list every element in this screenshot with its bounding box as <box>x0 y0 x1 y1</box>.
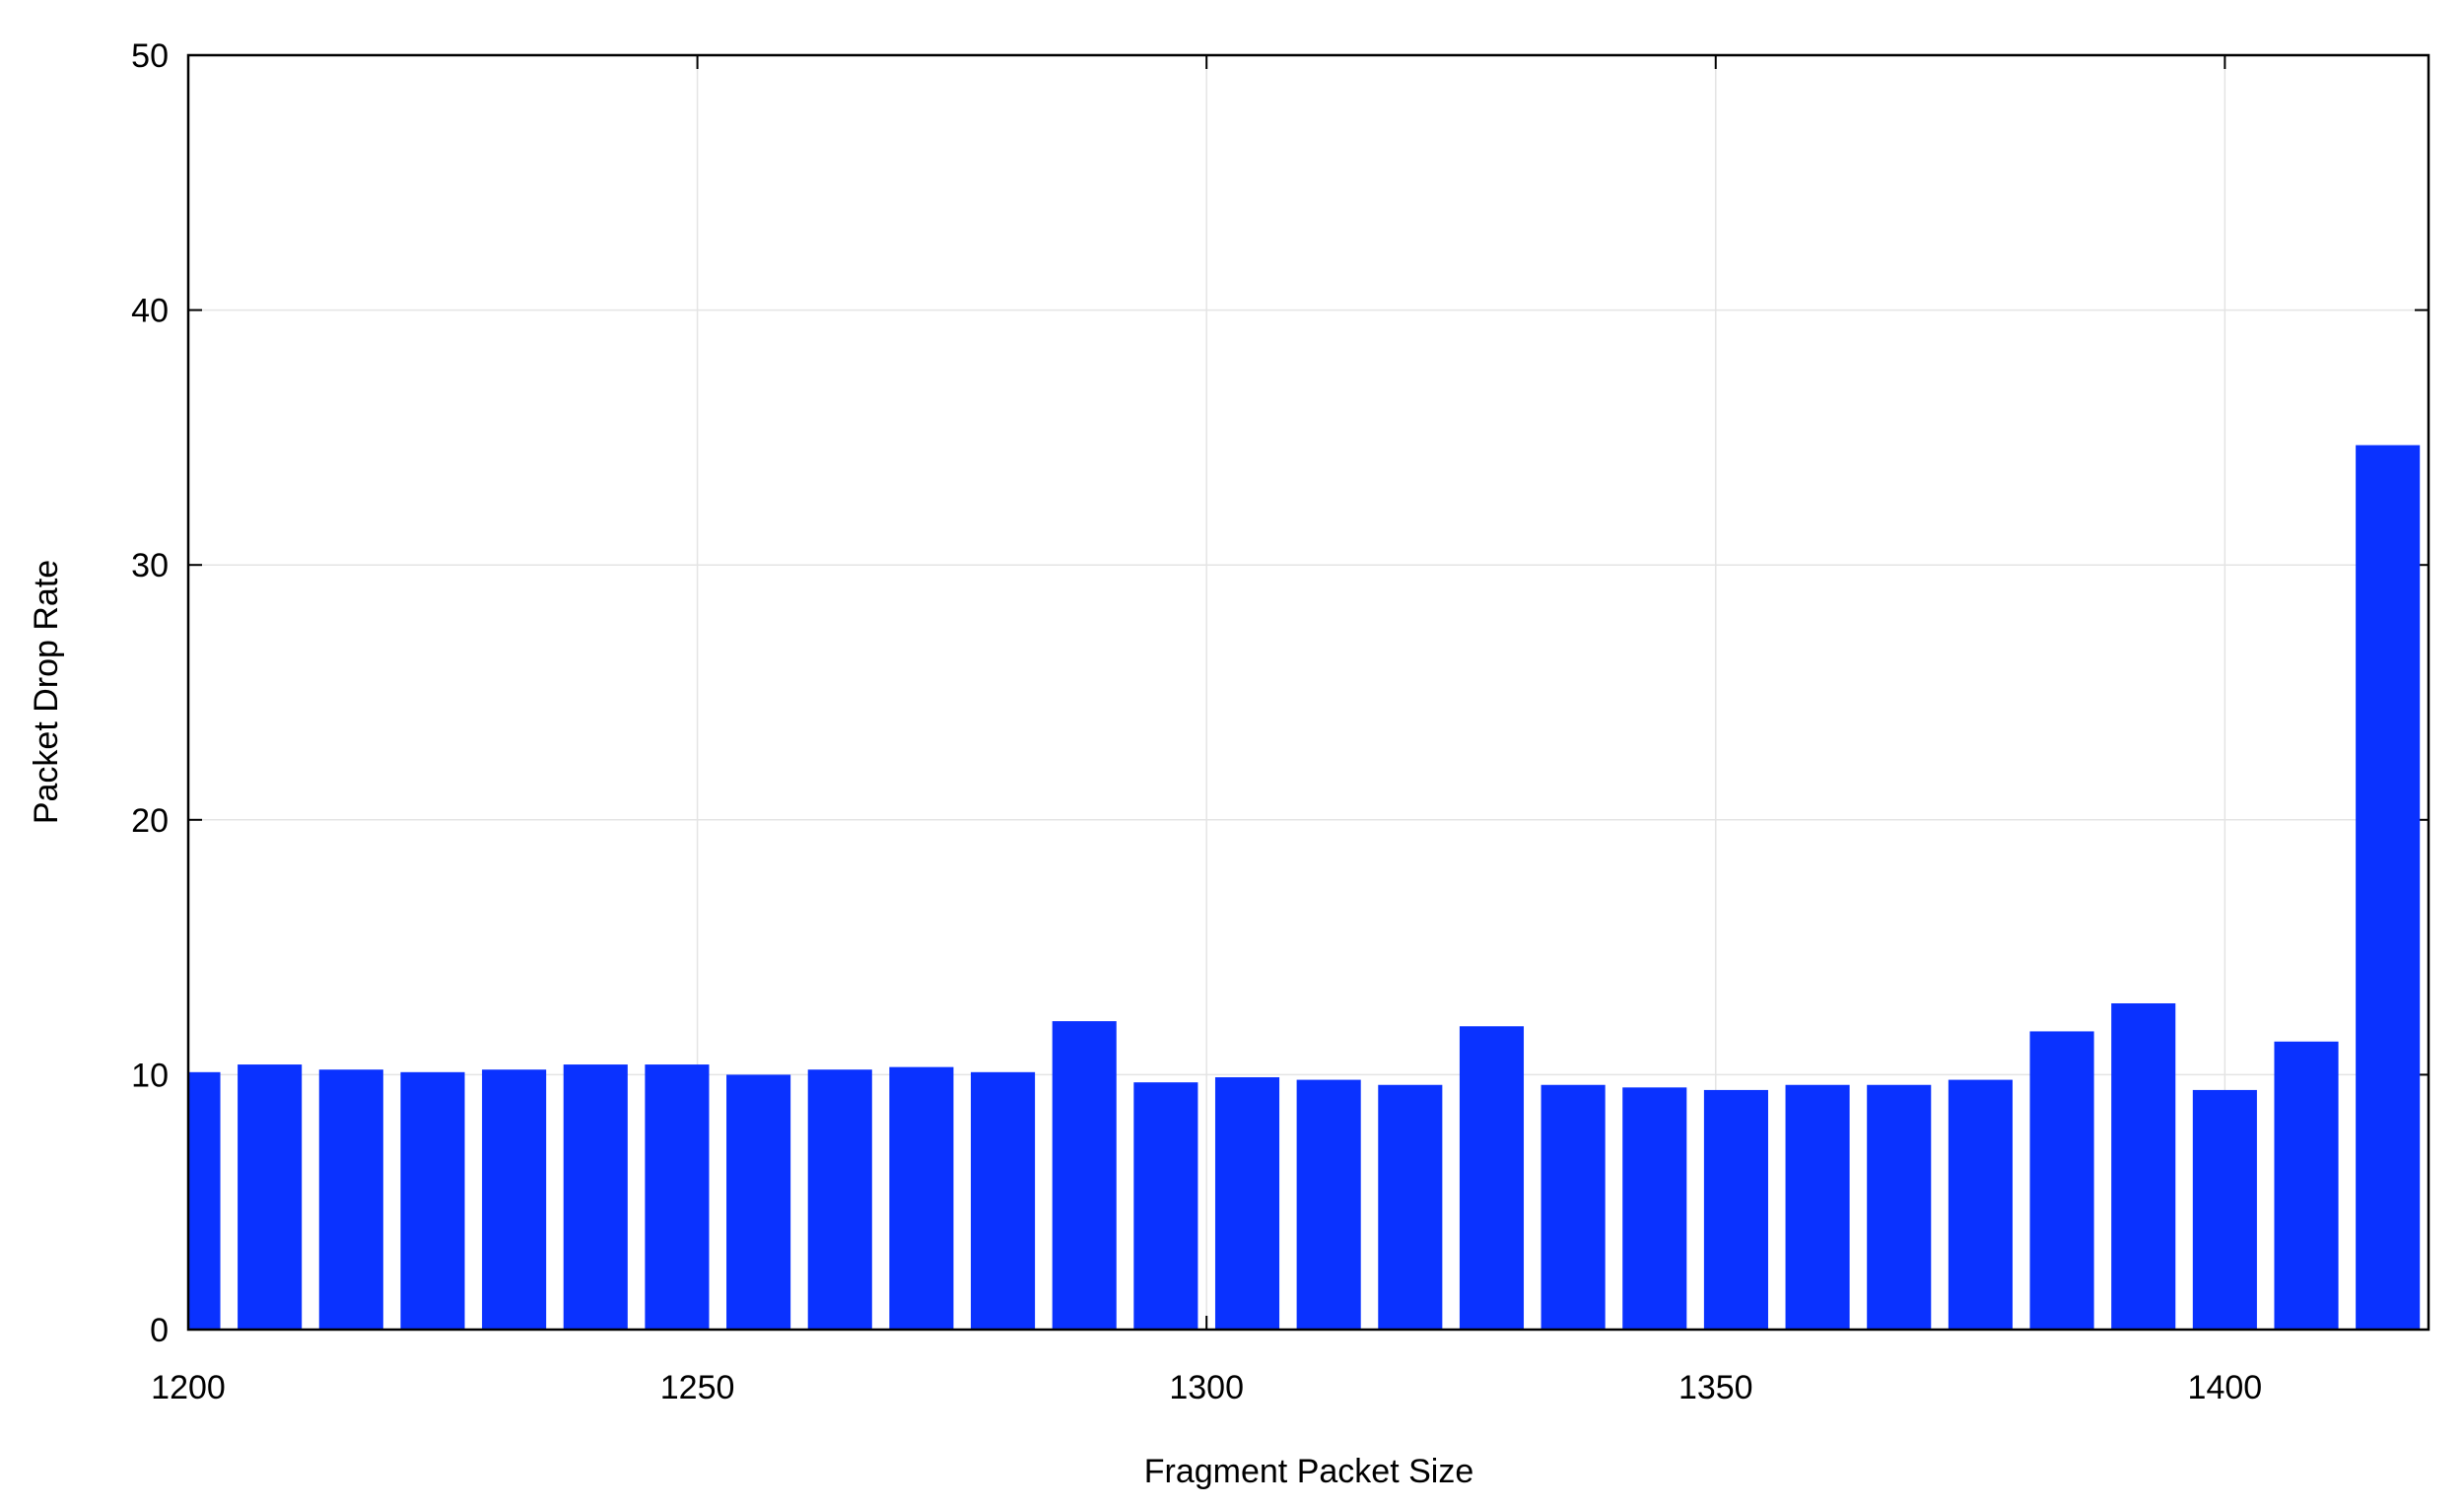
bar <box>2111 1002 2176 1330</box>
bar <box>1459 1026 1525 1330</box>
x-tick-label: 1350 <box>1678 1369 1753 1406</box>
bar <box>1052 1021 1117 1330</box>
bar <box>2029 1031 2094 1330</box>
bar <box>1214 1076 1280 1330</box>
bar <box>1378 1084 1443 1330</box>
x-tick-label: 1400 <box>2188 1369 2263 1406</box>
bar <box>482 1069 547 1330</box>
y-tick-label: 20 <box>131 802 169 840</box>
x-tick-label: 1200 <box>151 1369 226 1406</box>
bar <box>1785 1084 1850 1330</box>
bar <box>1540 1084 1606 1330</box>
bar <box>645 1064 710 1330</box>
bars <box>188 445 2421 1330</box>
bar <box>807 1069 872 1330</box>
y-tick-label: 0 <box>150 1312 169 1349</box>
bar <box>1948 1079 2013 1330</box>
bar <box>726 1074 791 1330</box>
y-tick-label: 50 <box>131 37 169 75</box>
bar <box>889 1066 954 1330</box>
x-axis-label: Fragment Packet Size <box>1144 1453 1473 1490</box>
bar <box>1133 1082 1198 1330</box>
plot-frame <box>186 53 2430 1332</box>
bar <box>400 1071 465 1330</box>
bar <box>1703 1089 1768 1330</box>
bar <box>238 1064 303 1330</box>
y-axis-label: Packet Drop Rate <box>28 560 65 824</box>
bar <box>1622 1087 1687 1330</box>
bar <box>2274 1041 2339 1330</box>
bar <box>2192 1089 2257 1330</box>
bar <box>2356 445 2421 1330</box>
bar <box>563 1064 628 1330</box>
bar <box>1296 1079 1361 1330</box>
y-tick-label: 30 <box>131 547 169 584</box>
y-tick-label: 40 <box>131 293 169 330</box>
x-tick-label: 1300 <box>1169 1369 1244 1406</box>
bar <box>971 1071 1036 1330</box>
bar <box>188 1071 221 1330</box>
bar <box>318 1069 383 1330</box>
y-tick-label: 10 <box>131 1057 169 1094</box>
x-tick-label: 1250 <box>660 1369 735 1406</box>
bar <box>1867 1084 1932 1330</box>
